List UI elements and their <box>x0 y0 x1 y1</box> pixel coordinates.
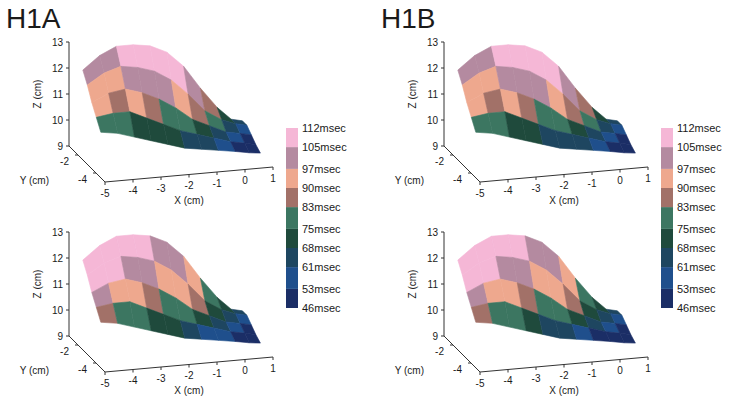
svg-text:Z (cm): Z (cm) <box>32 80 43 109</box>
svg-text:68msec: 68msec <box>302 242 341 254</box>
svg-text:-2: -2 <box>435 156 444 167</box>
svg-text:10: 10 <box>427 115 439 126</box>
svg-text:97msec: 97msec <box>302 163 341 175</box>
svg-text:83msec: 83msec <box>677 201 716 213</box>
svg-text:105msec: 105msec <box>302 141 347 153</box>
svg-text:10: 10 <box>427 305 439 316</box>
svg-text:97msec: 97msec <box>677 163 716 175</box>
svg-text:-1: -1 <box>213 178 222 189</box>
svg-text:75msec: 75msec <box>677 223 716 235</box>
svg-text:0: 0 <box>617 365 623 376</box>
svg-text:-1: -1 <box>588 178 597 189</box>
svg-text:Z (cm): Z (cm) <box>407 80 418 109</box>
svg-text:Z (cm): Z (cm) <box>407 270 418 299</box>
svg-text:1: 1 <box>645 173 651 184</box>
svg-text:1: 1 <box>645 363 651 374</box>
svg-text:61msec: 61msec <box>302 261 341 273</box>
svg-text:X (cm): X (cm) <box>174 385 203 396</box>
svg-text:-1: -1 <box>588 368 597 379</box>
svg-text:90msec: 90msec <box>677 182 716 194</box>
svg-text:0: 0 <box>242 175 248 186</box>
svg-text:83msec: 83msec <box>302 201 341 213</box>
svg-text:9: 9 <box>57 141 63 152</box>
svg-text:X (cm): X (cm) <box>174 195 203 206</box>
svg-text:9: 9 <box>57 331 63 342</box>
svg-text:-4: -4 <box>504 375 513 386</box>
svg-text:-4: -4 <box>129 375 138 386</box>
svg-text:9: 9 <box>432 141 438 152</box>
svg-text:-3: -3 <box>157 183 166 194</box>
svg-text:12: 12 <box>427 63 439 74</box>
svg-text:-4: -4 <box>453 364 462 375</box>
svg-text:Y (cm): Y (cm) <box>395 175 424 186</box>
svg-text:Z (cm): Z (cm) <box>32 270 43 299</box>
svg-text:12: 12 <box>427 253 439 264</box>
svg-text:-4: -4 <box>78 364 87 375</box>
svg-text:-2: -2 <box>435 346 444 357</box>
svg-text:68msec: 68msec <box>677 242 716 254</box>
svg-text:75msec: 75msec <box>302 223 341 235</box>
svg-text:9: 9 <box>432 331 438 342</box>
svg-text:12: 12 <box>52 63 64 74</box>
svg-text:53msec: 53msec <box>302 283 341 295</box>
svg-text:Y (cm): Y (cm) <box>395 365 424 376</box>
svg-text:-2: -2 <box>185 180 194 191</box>
svg-text:-2: -2 <box>560 370 569 381</box>
svg-text:Y (cm): Y (cm) <box>20 175 49 186</box>
svg-text:-2: -2 <box>185 370 194 381</box>
svg-text:-1: -1 <box>213 368 222 379</box>
svg-text:-4: -4 <box>129 185 138 196</box>
svg-text:-3: -3 <box>532 183 541 194</box>
svg-text:112msec: 112msec <box>302 122 346 134</box>
svg-text:11: 11 <box>53 89 64 100</box>
svg-text:11: 11 <box>428 279 439 290</box>
svg-text:H1A: H1A <box>6 3 61 34</box>
svg-text:-2: -2 <box>60 156 69 167</box>
svg-text:-3: -3 <box>532 373 541 384</box>
svg-text:1: 1 <box>270 173 276 184</box>
svg-text:-2: -2 <box>60 346 69 357</box>
svg-text:-5: -5 <box>101 378 110 389</box>
svg-text:11: 11 <box>53 279 64 290</box>
svg-text:46msec: 46msec <box>677 302 716 314</box>
svg-text:0: 0 <box>242 365 248 376</box>
svg-text:-5: -5 <box>476 378 485 389</box>
svg-text:90msec: 90msec <box>302 182 341 194</box>
svg-text:12: 12 <box>52 253 64 264</box>
svg-text:-4: -4 <box>453 174 462 185</box>
svg-text:-5: -5 <box>476 188 485 199</box>
svg-text:10: 10 <box>52 115 64 126</box>
svg-text:X (cm): X (cm) <box>549 195 578 206</box>
svg-text:1: 1 <box>270 363 276 374</box>
svg-text:13: 13 <box>427 37 439 48</box>
svg-text:X (cm): X (cm) <box>549 385 578 396</box>
svg-text:Y (cm): Y (cm) <box>20 365 49 376</box>
svg-text:10: 10 <box>52 305 64 316</box>
svg-text:13: 13 <box>427 227 439 238</box>
svg-text:-2: -2 <box>560 180 569 191</box>
svg-text:46msec: 46msec <box>302 302 341 314</box>
svg-text:-4: -4 <box>504 185 513 196</box>
svg-text:0: 0 <box>617 175 623 186</box>
svg-text:105msec: 105msec <box>677 141 722 153</box>
svg-text:112msec: 112msec <box>677 122 721 134</box>
svg-text:-3: -3 <box>157 373 166 384</box>
svg-text:13: 13 <box>52 37 64 48</box>
svg-text:61msec: 61msec <box>677 261 716 273</box>
svg-text:11: 11 <box>428 89 439 100</box>
svg-text:-5: -5 <box>101 188 110 199</box>
svg-text:H1B: H1B <box>381 3 435 34</box>
svg-text:-4: -4 <box>78 174 87 185</box>
svg-text:13: 13 <box>52 227 64 238</box>
svg-text:53msec: 53msec <box>677 283 716 295</box>
